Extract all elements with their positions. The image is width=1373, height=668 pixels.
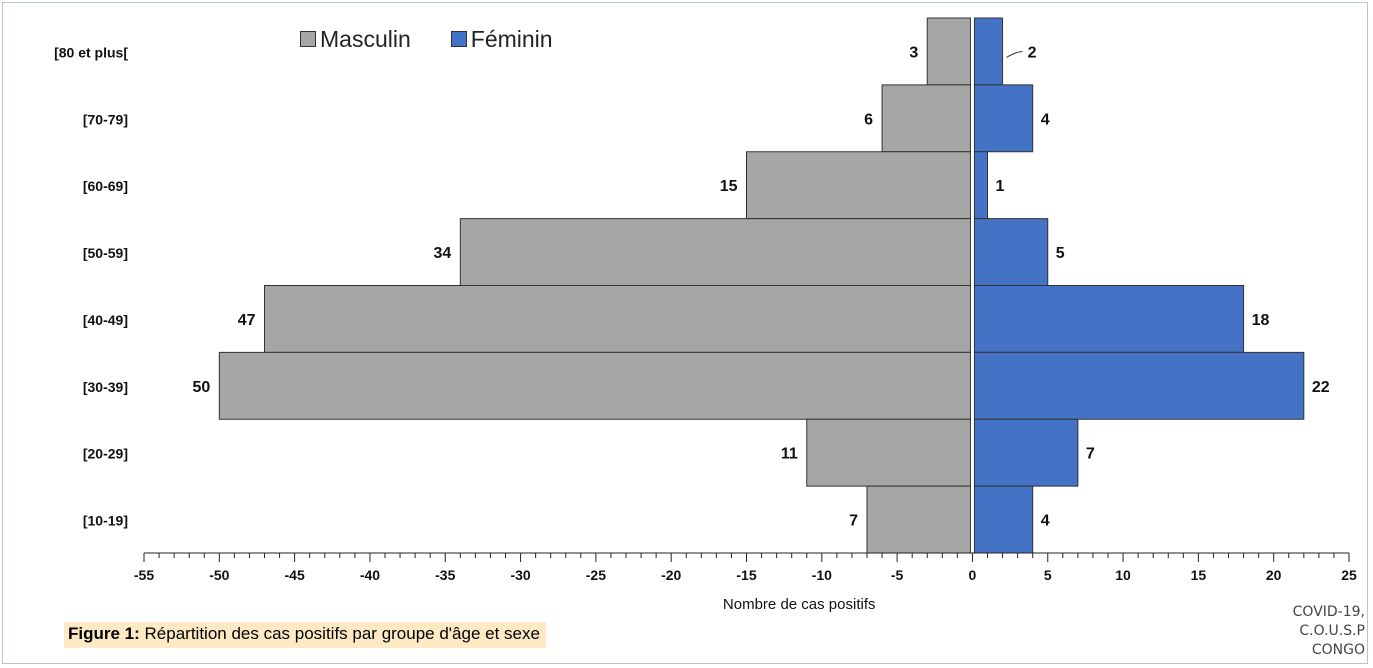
data-label-masculin: 6 (864, 111, 873, 128)
x-tick-label: 20 (1266, 567, 1282, 583)
x-tick-label: -35 (435, 567, 455, 583)
category-label: [60-69] (83, 178, 128, 194)
data-label-masculin: 34 (434, 245, 452, 262)
bar-feminin (973, 84, 1034, 153)
legend-label-feminin: Féminin (470, 25, 553, 52)
data-label-masculin: 47 (238, 312, 256, 329)
source-note: COVID-19, C.O.U.S.P CONGO (1275, 603, 1365, 660)
bar-feminin (973, 285, 1245, 353)
legend-item-feminin: Féminin (450, 25, 553, 53)
source-line: COVID-19, (1292, 604, 1365, 620)
x-tick-label: -15 (736, 567, 756, 583)
category-label: [30-39] (83, 379, 128, 395)
figure-caption-label: Figure 1: (68, 624, 140, 643)
x-tick-label: 5 (1044, 567, 1052, 583)
data-label-masculin: 11 (781, 446, 798, 463)
bar-feminin (973, 418, 1079, 487)
data-label-masculin: 7 (849, 513, 858, 530)
x-tick-label: -10 (812, 567, 832, 583)
bar-feminin (973, 17, 1004, 86)
legend-item-masculin: Masculin (300, 26, 411, 53)
x-tick-label: 0 (969, 567, 977, 583)
data-label-masculin: 50 (193, 379, 211, 396)
legend-swatch-masculin (300, 31, 316, 47)
bar-masculin (746, 151, 971, 220)
x-tick-label: -50 (209, 567, 229, 583)
category-label: [70-79] (83, 111, 128, 127)
data-label-feminin: 7 (1086, 446, 1095, 463)
x-tick-label: -5 (891, 567, 904, 583)
x-axis-title: Nombre de cas positifs (723, 596, 876, 613)
bar-masculin (806, 418, 971, 487)
category-label: [20-29] (83, 446, 128, 462)
x-tick-label: -30 (510, 567, 530, 583)
bar-masculin (218, 351, 971, 420)
legend-swatch-feminin (450, 31, 467, 47)
category-label: [10-19] (83, 513, 128, 529)
source-line: CONGO (1311, 642, 1365, 658)
source-line: C.O.U.S.P (1299, 623, 1365, 639)
x-tick-label: 25 (1341, 567, 1357, 583)
x-tick-label: -45 (285, 567, 305, 583)
bar-feminin (973, 151, 988, 220)
x-tick-label: -25 (586, 567, 606, 583)
x-tick-label: -40 (360, 567, 380, 583)
data-label-masculin: 15 (720, 178, 738, 195)
bar-masculin (926, 17, 971, 86)
x-tick-label: 15 (1191, 567, 1207, 583)
bar-feminin (973, 485, 1034, 554)
category-label: [50-59] (83, 245, 128, 261)
bar-feminin (973, 351, 1305, 420)
data-label-feminin: 2 (1028, 44, 1037, 61)
figure-caption: Figure 1: Répartition des cas positifs p… (64, 622, 546, 648)
category-label: [80 et plus[ (54, 44, 128, 60)
data-label-feminin: 4 (1041, 513, 1050, 530)
figure-caption-text: Répartition des cas positifs par groupe … (139, 624, 540, 643)
bar-masculin (866, 485, 971, 554)
x-tick-label: -55 (134, 567, 154, 583)
category-label: [40-49] (83, 312, 128, 328)
data-label-feminin: 5 (1056, 245, 1065, 262)
bar-feminin (973, 218, 1049, 286)
legend-label-masculin: Masculin (320, 25, 411, 52)
data-label-feminin: 1 (996, 178, 1005, 195)
data-label-feminin: 4 (1041, 111, 1050, 128)
data-label-feminin: 18 (1252, 312, 1270, 329)
bar-masculin (459, 218, 971, 286)
bar-masculin (264, 285, 971, 353)
data-label-feminin: 22 (1312, 379, 1330, 396)
bar-masculin (881, 84, 971, 153)
data-label-masculin: 3 (909, 44, 918, 61)
data-label-leader-line (1006, 50, 1023, 58)
x-tick-label: 10 (1115, 567, 1131, 583)
chart-legend: Masculin Féminin (300, 24, 553, 54)
x-tick-label: -20 (661, 567, 681, 583)
